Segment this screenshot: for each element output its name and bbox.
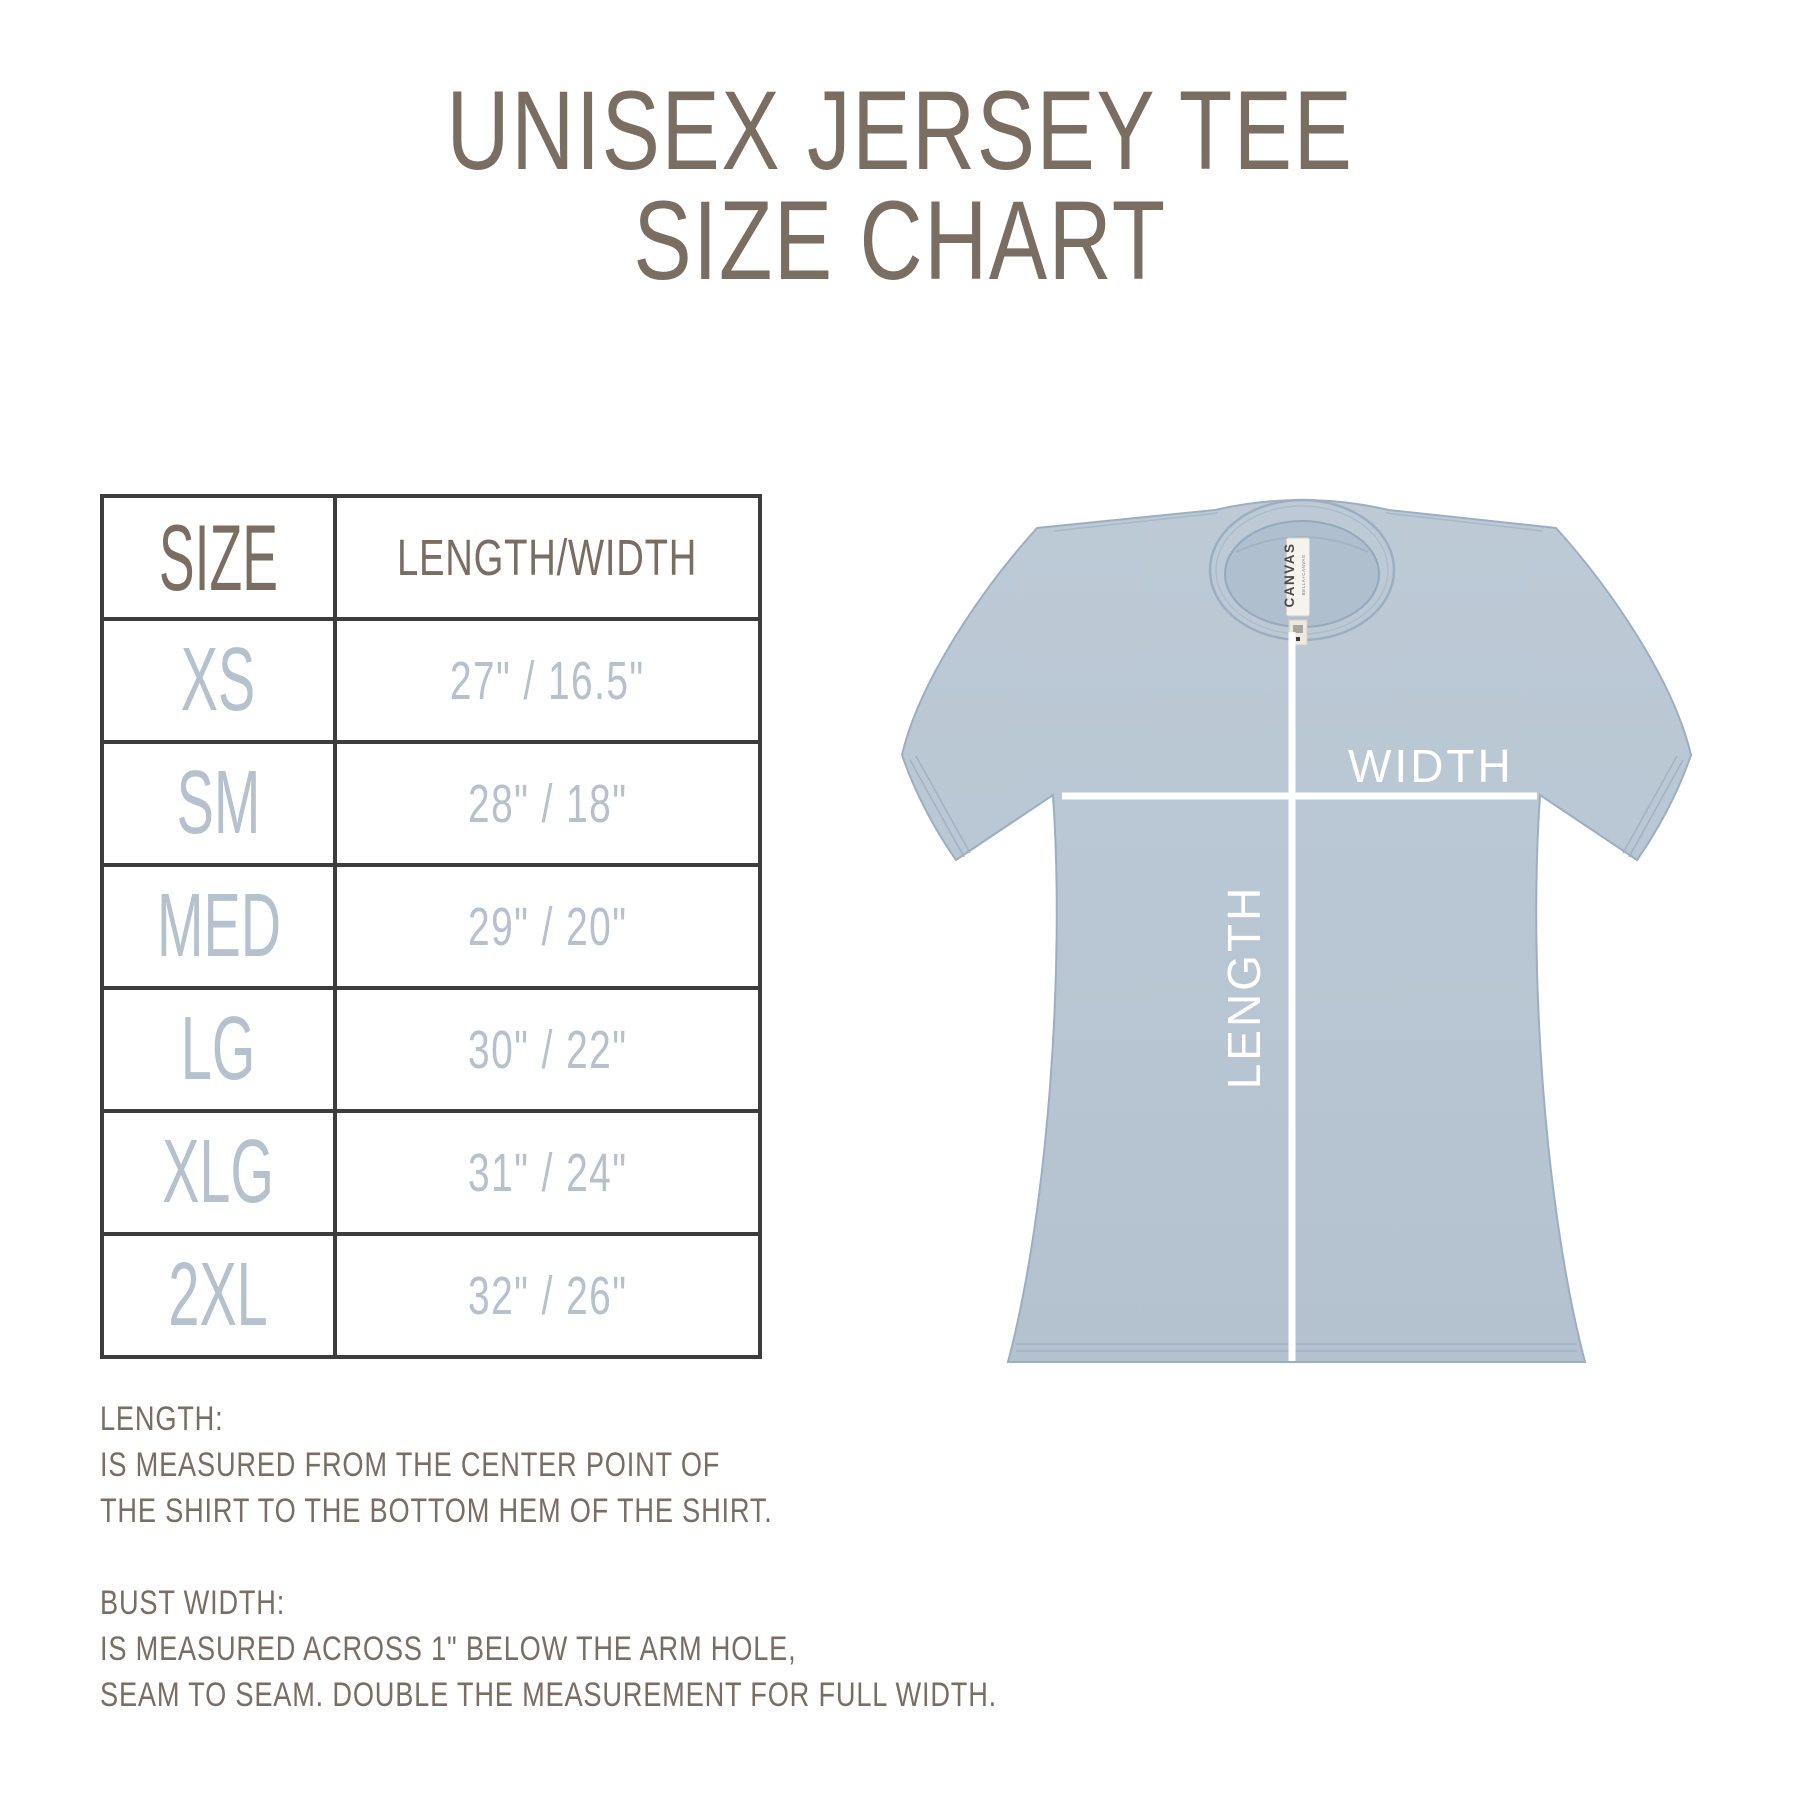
length-width-cell: 32" / 26" <box>333 1232 762 1359</box>
bottom-hem-stitch <box>1016 1343 1577 1352</box>
size-cell: MED <box>100 863 337 990</box>
size-cell: XS <box>100 617 337 744</box>
sleeve-hem-stitch-left <box>909 755 971 858</box>
tshirt-body <box>900 499 1693 1363</box>
size-table: SIZE LENGTH/WIDTH XS 27" / 16.5" SM 28" … <box>100 494 762 1359</box>
length-width-cell: 29" / 20" <box>333 863 762 990</box>
size-tag-dot <box>1296 637 1300 641</box>
page-title: UNISEX JERSEY TEE SIZE CHART <box>0 68 1800 303</box>
table-row: XS 27" / 16.5" <box>100 617 762 744</box>
bust-width-note-heading: BUST WIDTH: <box>100 1584 286 1622</box>
table-row: LG 30" / 22" <box>100 986 762 1113</box>
length-width-cell: 30" / 22" <box>333 986 762 1113</box>
shoulder-seam-right <box>1385 512 1543 532</box>
size-cell: 2XL <box>100 1232 337 1359</box>
length-width-column-header: LENGTH/WIDTH <box>333 494 762 621</box>
bust-width-note-line1: IS MEASURED ACROSS 1" BELOW THE ARM HOLE… <box>100 1630 797 1668</box>
page-title-line2: SIZE CHART <box>633 178 1167 303</box>
length-note-heading: LENGTH: <box>100 1400 224 1438</box>
bust-width-note-line2: SEAM TO SEAM. DOUBLE THE MEASUREMENT FOR… <box>100 1676 998 1714</box>
size-cell: SM <box>100 740 337 867</box>
length-note-line2: THE SHIRT TO THE BOTTOM HEM OF THE SHIRT… <box>100 1492 773 1530</box>
tshirt-illustration: CANVAS BELLA+CANVAS WIDTH LENGTH <box>900 498 1693 1363</box>
table-header-row: SIZE LENGTH/WIDTH <box>100 494 762 621</box>
shoulder-seam-left <box>1053 512 1219 532</box>
size-tag-mark <box>1293 625 1303 633</box>
length-width-cell: 27" / 16.5" <box>333 617 762 744</box>
neck-tag-brand-text: CANVAS <box>1282 542 1297 607</box>
table-row: SM 28" / 18" <box>100 740 762 867</box>
table-row: MED 29" / 20" <box>100 863 762 990</box>
length-label: LENGTH <box>1218 885 1270 1090</box>
size-cell: XLG <box>100 1109 337 1236</box>
neck-tag <box>1286 537 1310 617</box>
length-width-cell: 28" / 18" <box>333 740 762 867</box>
length-note-line1: IS MEASURED FROM THE CENTER POINT OF <box>100 1446 721 1484</box>
size-column-header: SIZE <box>100 494 337 621</box>
sleeve-hem-stitch-right <box>1622 755 1684 858</box>
table-row: XLG 31" / 24" <box>100 1109 762 1236</box>
page-title-line1: UNISEX JERSEY TEE <box>446 68 1354 193</box>
table-row: 2XL 32" / 26" <box>100 1232 762 1359</box>
size-cell: LG <box>100 986 337 1113</box>
neck-tag-sub-text: BELLA+CANVAS <box>1301 555 1306 596</box>
measurement-notes: LENGTH: IS MEASURED FROM THE CENTER POIN… <box>100 1396 1221 1718</box>
width-label: WIDTH <box>1348 740 1514 792</box>
inner-back-collar-seam <box>1235 536 1369 553</box>
length-width-cell: 31" / 24" <box>333 1109 762 1236</box>
